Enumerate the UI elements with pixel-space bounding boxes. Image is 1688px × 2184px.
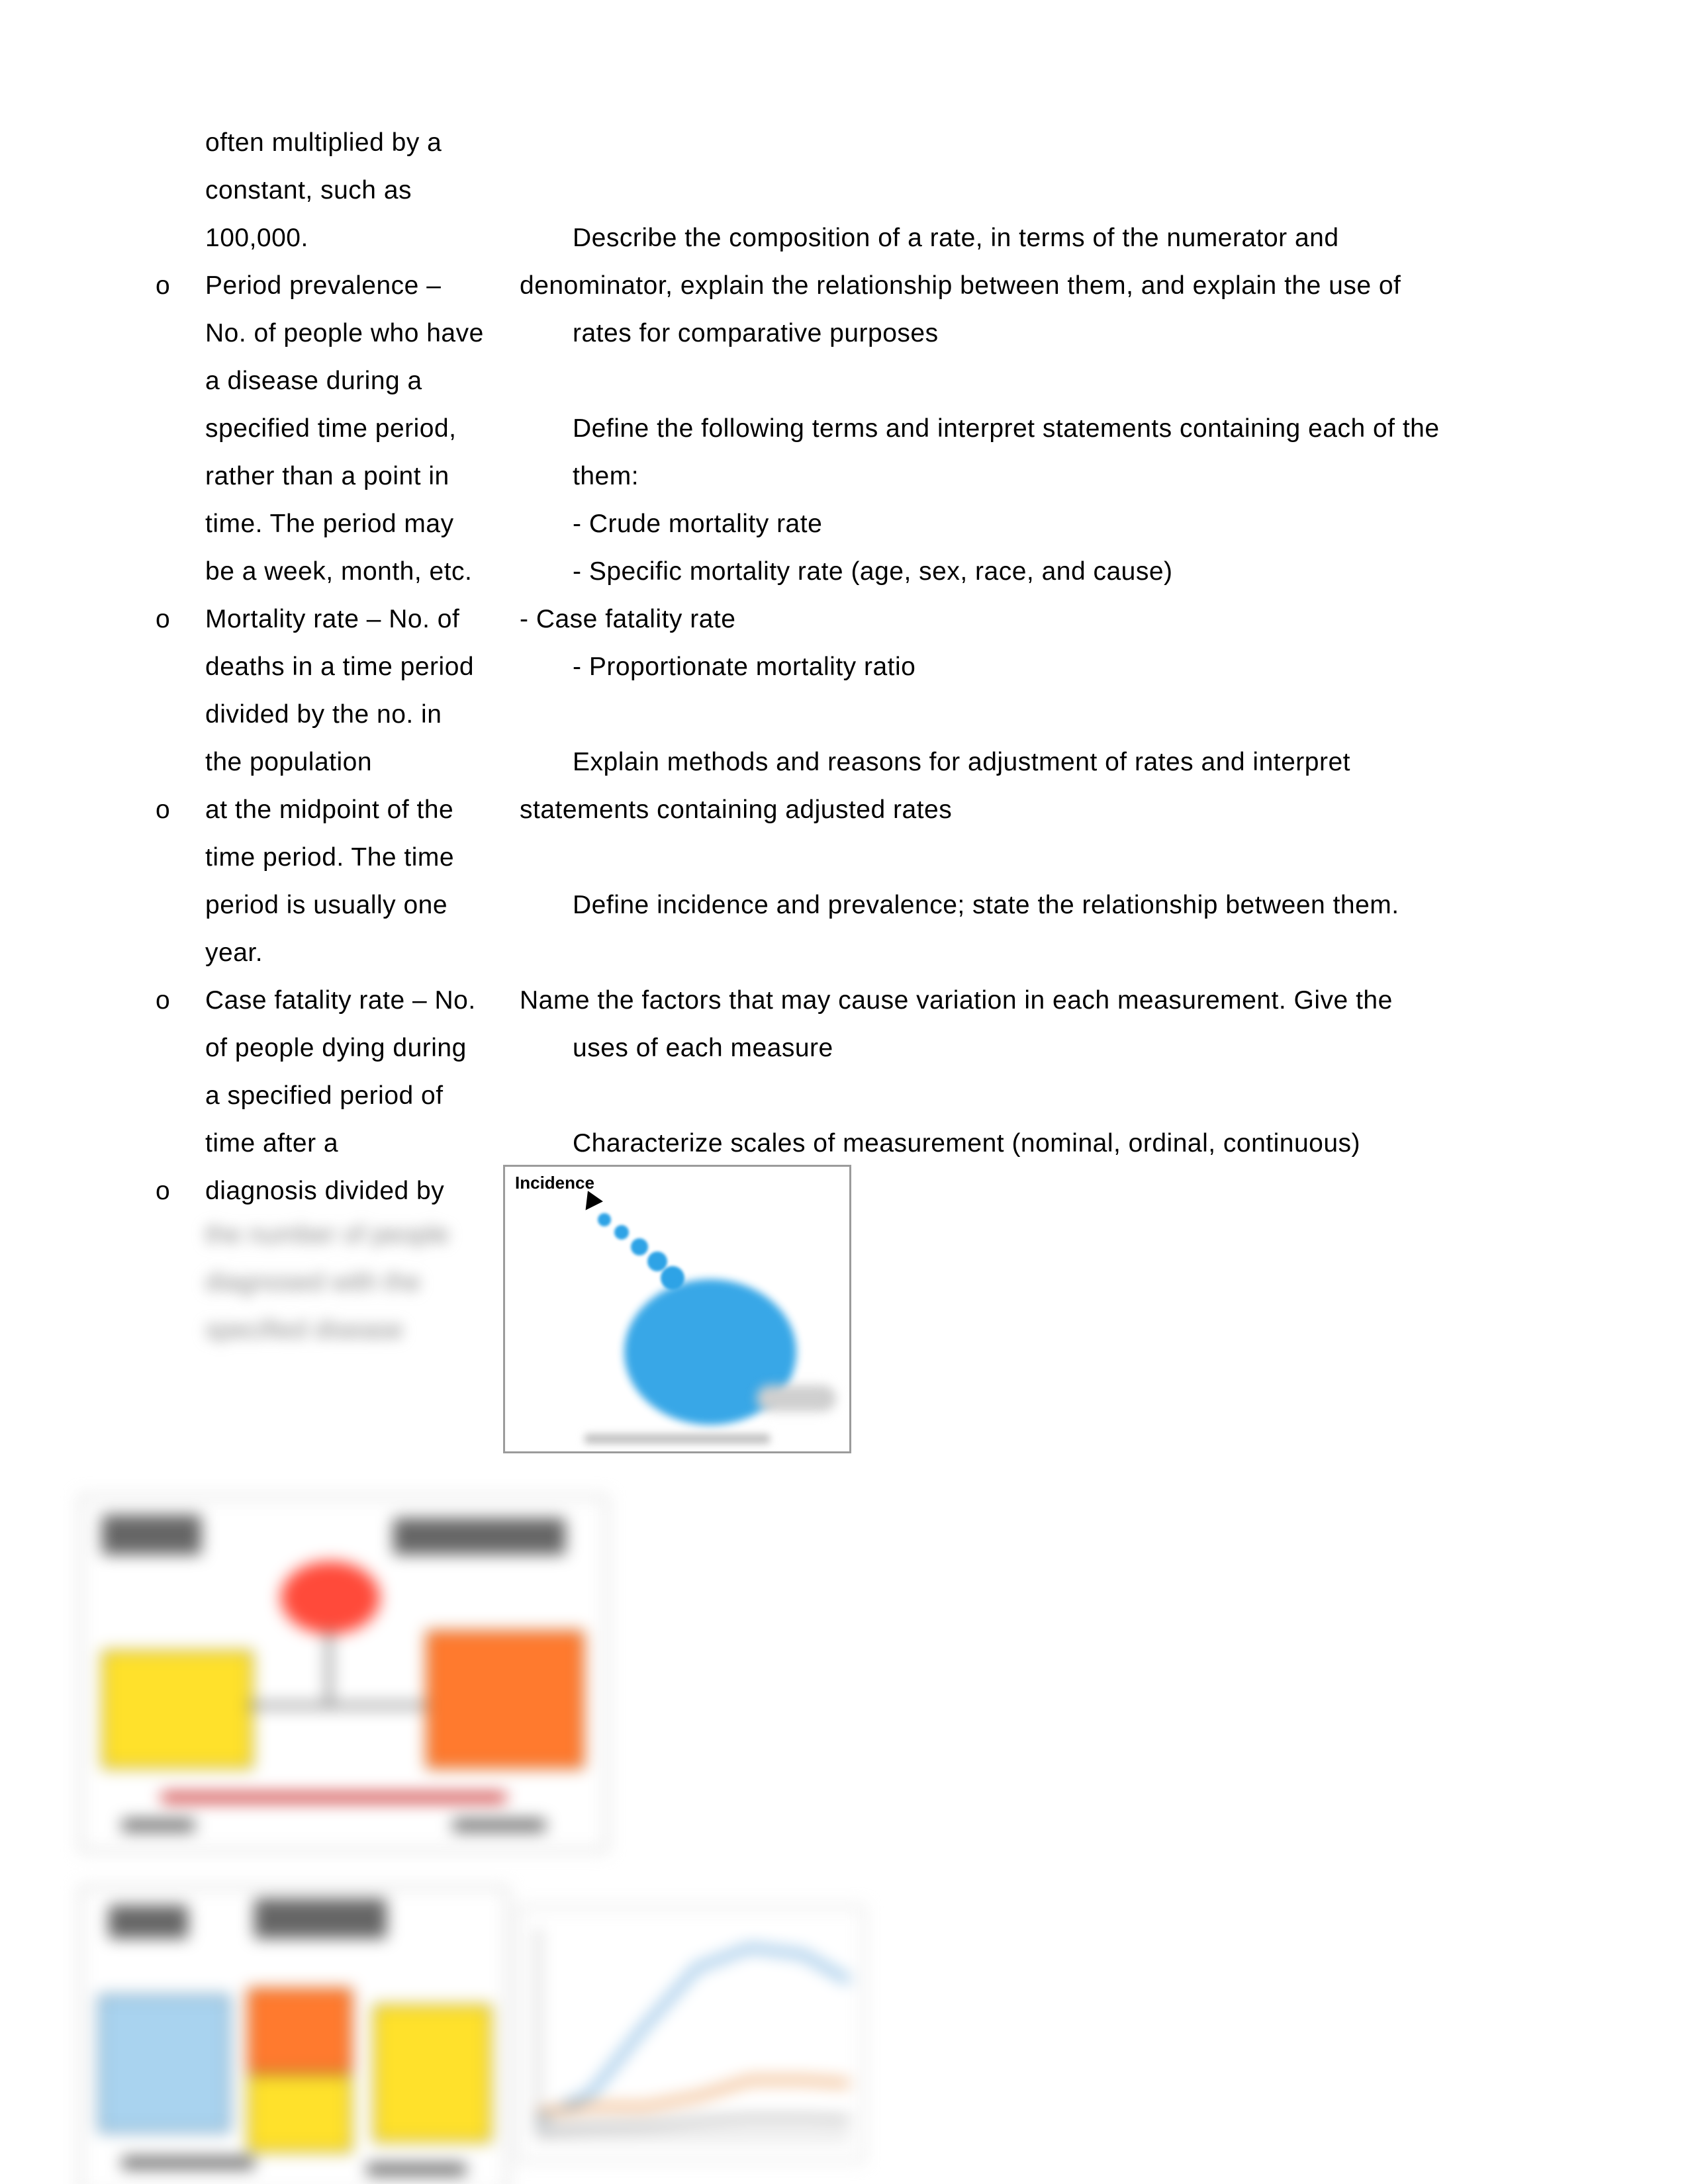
intro-line-1: often multiplied by a: [152, 119, 573, 167]
period-prev-4: specified time period,: [152, 405, 573, 453]
rate-composition-2: denominator, explain the relationship be…: [520, 262, 1542, 310]
period-prev-3: a disease during a: [152, 357, 573, 405]
term-crude: - Crude mortality rate: [573, 500, 1542, 548]
page: often multiplied by a constant, such as …: [0, 0, 1688, 2184]
outflow-shape: [757, 1385, 836, 1412]
intro-line-2: constant, such as: [152, 167, 573, 214]
period-prev-1: Period prevalence –: [205, 262, 520, 310]
term-specific: - Specific mortality rate (age, sex, rac…: [573, 548, 1542, 596]
intro-line-3: 100,000.: [152, 214, 573, 262]
bullet-icon: o: [152, 977, 205, 1024]
period-prev-6: time. The period may: [152, 500, 573, 548]
adjust-2: statements containing adjusted rates: [520, 786, 1542, 834]
blurred-line-1: the number of people: [205, 1211, 510, 1259]
midpoint-2: time period. The time: [152, 834, 573, 882]
term-pmr: - Proportionate mortality ratio: [573, 643, 1542, 691]
factors-1: Name the factors that may cause variatio…: [520, 977, 1542, 1024]
adjust-1: Explain methods and reasons for adjustme…: [573, 739, 1542, 786]
midpoint-1: at the midpoint of the: [205, 786, 520, 834]
period-prev-7: be a week, month, etc.: [152, 548, 573, 596]
cfr-1: Case fatality rate – No.: [205, 977, 520, 1024]
mortality-1: Mortality rate – No. of: [205, 596, 520, 643]
term-cfr: - Case fatality rate: [520, 596, 1542, 643]
bubble-dot: [631, 1238, 648, 1255]
factors-2: uses of each measure: [573, 1024, 1542, 1072]
diagnosis-1: diagnosis divided by: [205, 1167, 520, 1215]
midpoint-3: period is usually one: [152, 882, 573, 929]
incidence-label: Incidence: [513, 1172, 596, 1194]
bullet-icon: o: [152, 1167, 205, 1215]
blurred-line-chart: [516, 1906, 865, 2161]
blurred-flow-diagram-2: [79, 1886, 874, 2184]
blurred-preview-text: the number of people diagnosed with the …: [205, 1211, 510, 1354]
bullet-icon: o: [152, 596, 205, 643]
bullet-icon: o: [152, 262, 205, 310]
content-area: often multiplied by a constant, such as …: [152, 119, 1542, 1215]
define-terms-2: them:: [573, 453, 1542, 500]
bullet-icon: o: [152, 786, 205, 834]
blurred-line-2: diagnosed with the: [205, 1259, 510, 1306]
caption-bar: [585, 1434, 770, 1443]
rate-composition-1: Describe the composition of a rate, in t…: [573, 214, 1542, 262]
mortality-2: deaths in a time period: [152, 643, 573, 691]
bubble-dot: [614, 1225, 629, 1240]
bubble-dot: [598, 1213, 611, 1226]
period-prev-2: No. of people who have: [152, 310, 573, 357]
cfr-2: of people dying during: [152, 1024, 573, 1072]
cfr-3: a specified period of: [152, 1072, 573, 1120]
scales: Characterize scales of measurement (nomi…: [573, 1120, 1542, 1167]
inc-prev: Define incidence and prevalence; state t…: [573, 882, 1542, 929]
incidence-diagram: Incidence: [503, 1165, 851, 1453]
blurred-line-3: specified disease: [205, 1306, 510, 1354]
blurred-flow-diagram-1: [79, 1496, 608, 1852]
midpoint-4: year.: [152, 929, 573, 977]
mortality-4: the population: [152, 739, 573, 786]
rate-composition-3: rates for comparative purposes: [573, 310, 1542, 357]
mortality-3: divided by the no. in: [152, 691, 573, 739]
define-terms-1: Define the following terms and interpret…: [573, 405, 1542, 453]
period-prev-5: rather than a point in: [152, 453, 573, 500]
arrow-icon: [578, 1191, 603, 1215]
cfr-4: time after a: [152, 1120, 573, 1167]
